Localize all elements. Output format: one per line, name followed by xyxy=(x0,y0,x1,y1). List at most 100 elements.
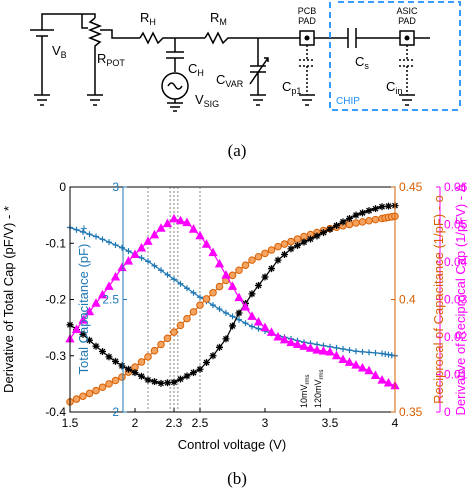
x-tick-label-1: 2 xyxy=(132,416,139,430)
data-point-total-19 xyxy=(190,289,197,296)
data-point-drecip-7 xyxy=(110,271,121,281)
data-point-left-40 xyxy=(326,225,334,233)
data-point-left-30 xyxy=(261,273,269,281)
y-tick-label-recip-1: 0.4 xyxy=(399,293,416,307)
axis-title-drecip: Derivative of Reciprocal Cap (1/pFV) - Δ xyxy=(453,183,468,415)
data-point-recip-14 xyxy=(157,340,165,349)
data-point-drecip-26 xyxy=(234,292,244,302)
annotation-10mv: 10mVrms xyxy=(299,374,311,408)
data-point-drecip-34 xyxy=(286,337,296,347)
battery-vb xyxy=(30,18,54,95)
data-point-recip-46 xyxy=(365,216,373,225)
data-point-drecip-30 xyxy=(260,322,270,332)
data-point-drecip-6 xyxy=(104,281,114,290)
capacitor-cp1 xyxy=(299,45,315,95)
data-point-total-5 xyxy=(99,236,106,243)
data-point-total-28 xyxy=(249,323,255,330)
y-tick-label-left-2: -0.2 xyxy=(45,293,66,307)
data-point-drecip-1 xyxy=(71,324,82,333)
data-point-total-44 xyxy=(353,348,359,355)
data-point-drecip-41 xyxy=(331,350,342,360)
y-tick-label-left-4: -0.4 xyxy=(45,405,66,419)
data-point-total-8 xyxy=(119,244,125,251)
capacitor-cvar xyxy=(249,38,269,95)
data-point-left-47 xyxy=(372,205,379,213)
ground-vb xyxy=(34,94,50,106)
caption-b: (b) xyxy=(227,469,247,488)
x-tick-label-2: 2.3 xyxy=(166,416,183,430)
label-rh: RH xyxy=(140,10,156,27)
x-axis-label: Control voltage (V) xyxy=(178,437,286,452)
data-point-drecip-27 xyxy=(240,301,251,311)
data-point-recip-30 xyxy=(261,249,269,258)
label-pcb-pad-2: PAD xyxy=(298,16,316,26)
y-tick-label-drecip-5: 0.01 xyxy=(444,368,468,382)
data-point-left-34 xyxy=(287,245,295,253)
y-tick-label-drecip-0: 0.06 xyxy=(444,180,468,194)
data-point-drecip-23 xyxy=(214,258,225,268)
data-point-total-14 xyxy=(158,267,164,274)
data-point-left-25 xyxy=(229,322,236,330)
data-point-total-27 xyxy=(242,320,249,327)
data-point-recip-43 xyxy=(345,220,354,229)
data-point-total-23 xyxy=(216,306,223,313)
x-tick-label-4: 3 xyxy=(262,416,269,430)
data-point-total-45 xyxy=(359,348,366,355)
data-point-drecip-44 xyxy=(351,360,361,369)
data-point-total-9 xyxy=(125,248,132,255)
data-point-left-48 xyxy=(378,203,386,211)
data-point-drecip-17 xyxy=(175,215,186,225)
data-point-drecip-42 xyxy=(338,354,348,363)
y-tick-label-drecip-6: 0 xyxy=(444,405,451,419)
data-point-total-16 xyxy=(171,276,177,283)
data-point-left-37 xyxy=(307,235,314,243)
label-chip: CHIP xyxy=(336,96,360,107)
data-point-recip-5 xyxy=(98,383,107,392)
data-point-drecip-48 xyxy=(377,375,387,384)
data-point-recip-20 xyxy=(196,301,204,309)
data-point-recip-22 xyxy=(209,288,217,297)
capacitor-cin xyxy=(399,45,415,95)
y-tick-label-total-1: 2.5 xyxy=(102,293,119,307)
y-tick-label-recip-2: 0.35 xyxy=(399,405,423,419)
data-point-left-5 xyxy=(99,348,106,356)
data-point-drecip-47 xyxy=(370,370,381,379)
data-point-recip-32 xyxy=(274,242,282,251)
data-point-drecip-36 xyxy=(299,341,309,350)
data-point-total-22 xyxy=(210,302,216,309)
data-point-left-22 xyxy=(209,352,217,360)
capacitor-ch xyxy=(166,38,184,72)
data-point-left-12 xyxy=(144,376,152,384)
data-point-left-13 xyxy=(151,378,158,386)
data-point-left-17 xyxy=(177,375,184,383)
data-point-drecip-20 xyxy=(195,230,205,240)
y-tick-label-left-0: 0 xyxy=(59,180,66,194)
data-point-recip-19 xyxy=(189,308,198,316)
series-line-recip xyxy=(69,215,396,403)
data-point-recip-13 xyxy=(150,346,159,355)
data-point-total-17 xyxy=(177,280,184,287)
data-point-total-29 xyxy=(255,325,262,332)
data-point-recip-34 xyxy=(287,237,295,246)
data-point-recip-4 xyxy=(92,386,100,395)
data-point-total-46 xyxy=(366,349,372,356)
data-point-drecip-28 xyxy=(247,311,257,320)
data-point-left-6 xyxy=(105,353,113,361)
chart-area: 1.5 2 2.3 2.5 3 3.5 4 0 -0.1 -0.2 -0.3 -0.4 3 2.5 2 0.4… xyxy=(1,180,468,452)
data-point-left-35 xyxy=(294,242,301,249)
data-point-drecip-25 xyxy=(227,281,238,290)
data-point-left-33 xyxy=(281,251,288,258)
data-point-left-23 xyxy=(216,343,223,351)
data-point-drecip-16 xyxy=(169,213,179,223)
data-point-left-46 xyxy=(365,207,373,215)
data-point-total-24 xyxy=(223,310,229,316)
data-point-drecip-4 xyxy=(91,298,101,307)
data-point-left-24 xyxy=(222,335,230,343)
data-point-recip-12 xyxy=(144,353,152,361)
data-point-drecip-24 xyxy=(221,270,231,279)
data-point-left-32 xyxy=(274,256,282,264)
ground-rpot xyxy=(87,94,103,106)
resistor-rh xyxy=(139,31,175,45)
data-point-left-7 xyxy=(112,357,119,365)
